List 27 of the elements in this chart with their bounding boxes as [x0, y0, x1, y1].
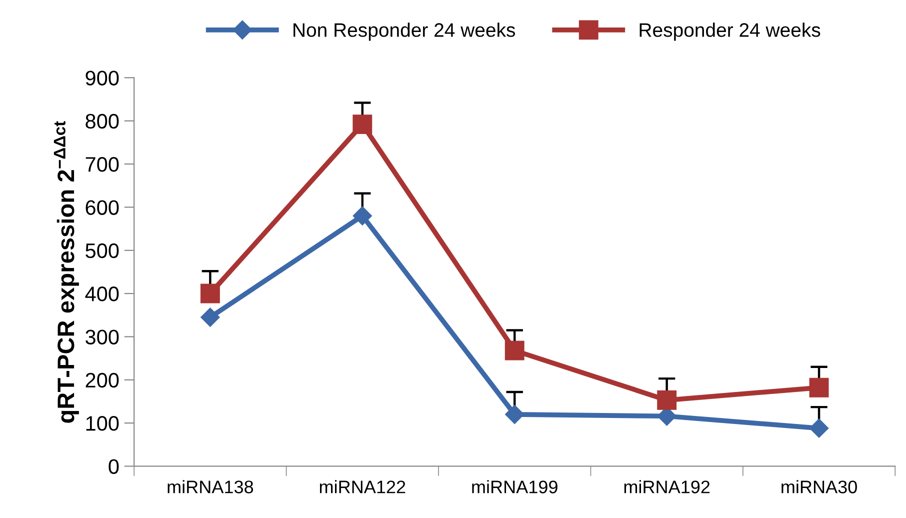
y-tick-label: 700 — [86, 157, 119, 172]
point — [352, 206, 372, 226]
y-tick-label: 300 — [86, 330, 119, 344]
point — [200, 308, 220, 327]
y-tick-label: 400 — [85, 286, 119, 302]
x-tick-label: miRNA192 — [624, 480, 710, 494]
point — [505, 404, 524, 424]
point — [352, 114, 372, 134]
point — [809, 378, 829, 398]
y-tick-label: 900 — [86, 70, 119, 86]
point — [809, 418, 829, 438]
y-tick-label: 800 — [86, 114, 119, 129]
x-tick-label: miRNA30 — [782, 480, 857, 494]
x-tick-label: miRNA199 — [472, 480, 558, 494]
x-tick-label: miRNA138 — [168, 480, 254, 494]
point — [200, 284, 220, 304]
y-tick-label: 0 — [108, 459, 119, 474]
y-tick-label: 600 — [86, 200, 119, 215]
y-axis-title: qRT-PCR expression 2$^{−ΔΔct}$ — [54, 121, 79, 423]
legend-label: Responder 24 weeks — [640, 22, 820, 41]
y-tick-label: 500 — [86, 243, 119, 258]
x-tick-label: miRNA122 — [320, 480, 406, 494]
point — [657, 390, 677, 410]
y-tick-label: 100 — [86, 416, 119, 431]
point — [504, 340, 524, 360]
legend-label: Non Responder 24 weeks — [294, 22, 516, 41]
y-tick-label: 200 — [86, 372, 119, 388]
